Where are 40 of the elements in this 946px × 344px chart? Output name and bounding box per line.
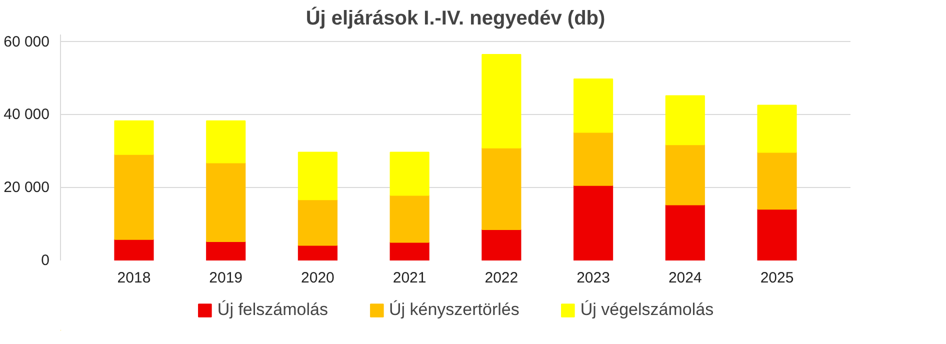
chart-title: Új eljárások I.-IV. negyedév (db)	[306, 6, 606, 30]
x-tick-label: 2020	[301, 270, 334, 286]
bar	[665, 95, 705, 146]
bar	[482, 54, 522, 148]
bar	[298, 244, 338, 260]
legend-label: Új végelszámolás	[580, 300, 714, 320]
x-tick-label: 2022	[484, 270, 518, 286]
bar	[574, 78, 614, 133]
bar	[390, 194, 430, 243]
bar	[757, 208, 797, 260]
bar	[206, 241, 246, 260]
x-tick-label: 2025	[760, 270, 794, 286]
bar	[757, 104, 797, 153]
y-tick-label: 20 000	[4, 179, 50, 196]
legend-label: Új kényszertörlés	[388, 300, 520, 320]
bar	[114, 120, 154, 155]
bar	[206, 162, 246, 242]
y-tick-label: 0	[41, 252, 50, 269]
bar	[482, 147, 522, 230]
bar	[574, 184, 614, 260]
bar	[390, 242, 430, 260]
bar	[482, 229, 522, 260]
bar	[114, 154, 154, 240]
x-tick-label: 2021	[392, 270, 426, 286]
bar	[390, 152, 430, 196]
x-tick-label: 2018	[117, 270, 151, 286]
y-tick-label: 40 000	[4, 106, 50, 124]
bar	[114, 238, 154, 260]
bar	[665, 204, 705, 260]
bar	[757, 152, 797, 210]
bar	[298, 152, 338, 200]
x-tick-label: 2024	[668, 270, 702, 286]
y-tick-label: 60 000	[4, 33, 50, 50]
x-tick-label: 2023	[576, 270, 610, 286]
bar	[206, 120, 246, 164]
legend-label: Új felszámolás	[217, 300, 328, 320]
bar	[574, 132, 614, 186]
bar	[665, 144, 705, 206]
x-tick-label: 2019	[209, 270, 243, 286]
bar	[298, 199, 338, 246]
